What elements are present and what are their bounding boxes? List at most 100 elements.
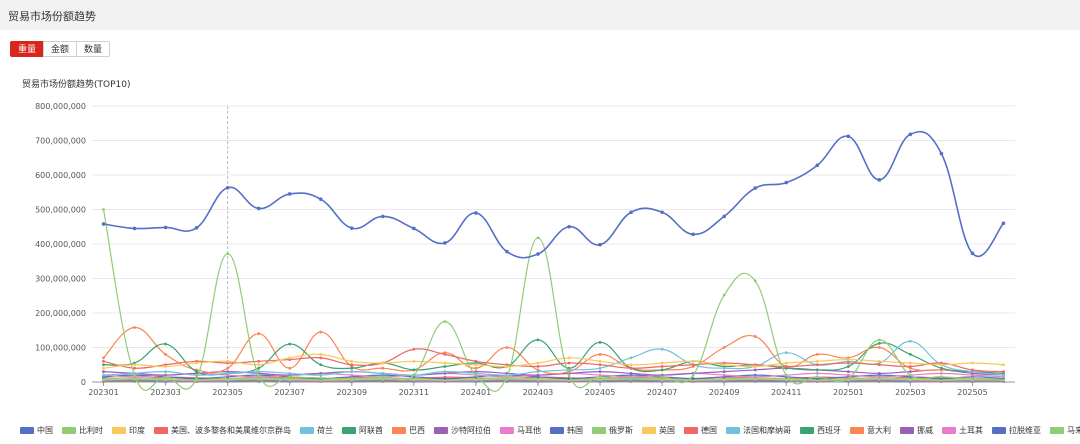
- legend-item[interactable]: 挪威: [900, 423, 933, 437]
- legend-item[interactable]: 荷兰: [300, 423, 333, 437]
- legend-item[interactable]: 德国: [684, 423, 717, 437]
- legend-swatch: [850, 426, 864, 434]
- legend-label: 马来西亚: [1067, 425, 1080, 435]
- x-tick-label: 202405: [585, 388, 616, 397]
- data-point: [102, 370, 105, 374]
- data-point: [226, 252, 230, 256]
- data-point: [443, 365, 447, 368]
- data-point: [908, 373, 912, 377]
- data-point: [877, 338, 881, 342]
- data-point: [971, 361, 974, 365]
- legend-item[interactable]: 马耳他: [500, 423, 541, 437]
- toggle-quantity-button[interactable]: 数量: [76, 41, 111, 57]
- legend-item[interactable]: 俄罗斯: [592, 423, 633, 437]
- y-tick-label: 800,000,000: [35, 102, 86, 111]
- data-point: [908, 353, 912, 356]
- data-point: [753, 368, 757, 372]
- data-point: [598, 363, 602, 367]
- data-point: [101, 222, 106, 226]
- data-point: [132, 226, 137, 231]
- legend-item[interactable]: 马来西亚: [1050, 423, 1080, 437]
- data-point: [319, 376, 323, 380]
- data-point: [195, 361, 199, 365]
- data-point: [846, 361, 850, 365]
- legend-swatch: [342, 426, 356, 434]
- data-point: [257, 363, 261, 367]
- legend-swatch: [726, 426, 740, 434]
- data-point: [195, 377, 199, 380]
- data-point: [815, 353, 819, 356]
- data-point: [567, 368, 571, 372]
- data-point: [474, 359, 478, 363]
- data-point: [784, 373, 788, 377]
- data-point: [412, 359, 416, 363]
- data-point: [846, 377, 850, 380]
- series-line: [103, 377, 1004, 380]
- legend-label: 俄罗斯: [609, 425, 633, 435]
- legend-item[interactable]: 拉脱维亚: [992, 423, 1041, 437]
- data-point: [412, 347, 416, 351]
- data-point: [877, 178, 882, 182]
- data-point: [288, 375, 292, 379]
- legend-item[interactable]: 中国: [20, 423, 53, 437]
- legend-item[interactable]: 英国: [642, 423, 675, 437]
- legend-item[interactable]: 西班牙: [800, 423, 841, 437]
- legend-item[interactable]: 沙特阿拉伯: [434, 423, 491, 437]
- legend-item[interactable]: 印度: [112, 423, 145, 437]
- data-point: [474, 211, 478, 215]
- legend-item[interactable]: 巴西: [392, 423, 425, 437]
- data-point: [629, 371, 633, 375]
- data-point: [908, 339, 912, 343]
- data-point: [846, 373, 850, 377]
- legend-item[interactable]: 比利时: [62, 423, 103, 437]
- data-point: [102, 359, 105, 363]
- data-point: [722, 214, 726, 219]
- legend-label: 意大利: [867, 425, 891, 435]
- data-point: [722, 293, 726, 297]
- legend-label: 西班牙: [817, 425, 841, 435]
- data-point: [350, 373, 354, 377]
- data-point: [443, 320, 447, 324]
- data-point: [163, 225, 168, 230]
- x-tick-label: 202503: [895, 388, 926, 397]
- legend-item[interactable]: 阿联酋: [342, 423, 383, 437]
- legend-swatch: [550, 426, 564, 434]
- data-point: [133, 326, 136, 329]
- data-point: [443, 353, 447, 356]
- data-point: [257, 359, 261, 363]
- data-point: [784, 180, 789, 185]
- x-tick-label: 202301: [88, 388, 119, 397]
- data-point: [660, 361, 664, 365]
- data-point: [784, 351, 788, 355]
- data-point: [133, 366, 136, 370]
- data-point: [288, 356, 292, 360]
- data-point: [226, 371, 230, 375]
- data-point: [629, 366, 633, 370]
- legend-item[interactable]: 土耳其: [942, 423, 983, 437]
- data-point: [877, 371, 881, 375]
- x-tick-label: 202411: [771, 388, 802, 397]
- data-point: [940, 366, 943, 370]
- data-point: [536, 361, 540, 365]
- data-point: [815, 163, 820, 168]
- legend-swatch: [684, 426, 698, 434]
- data-point: [971, 377, 974, 380]
- data-point: [536, 252, 540, 256]
- legend-swatch: [62, 426, 76, 434]
- series-line: [103, 339, 1004, 376]
- legend-item[interactable]: 美国、波多黎各和美属维尔京群岛: [154, 423, 291, 437]
- legend-item[interactable]: 意大利: [850, 423, 891, 437]
- data-point: [319, 353, 323, 356]
- data-point: [164, 353, 167, 356]
- legend-label: 拉脱维亚: [1009, 425, 1041, 435]
- data-point: [660, 347, 664, 351]
- data-point: [691, 377, 695, 380]
- legend-item[interactable]: 法国和摩纳哥: [726, 423, 791, 437]
- y-tick-label: 100,000,000: [35, 344, 86, 353]
- data-point: [288, 366, 292, 370]
- data-point: [753, 365, 757, 368]
- legend-item[interactable]: 韩国: [550, 423, 583, 437]
- data-point: [815, 363, 819, 367]
- data-point: [318, 197, 323, 201]
- legend-swatch: [592, 426, 606, 434]
